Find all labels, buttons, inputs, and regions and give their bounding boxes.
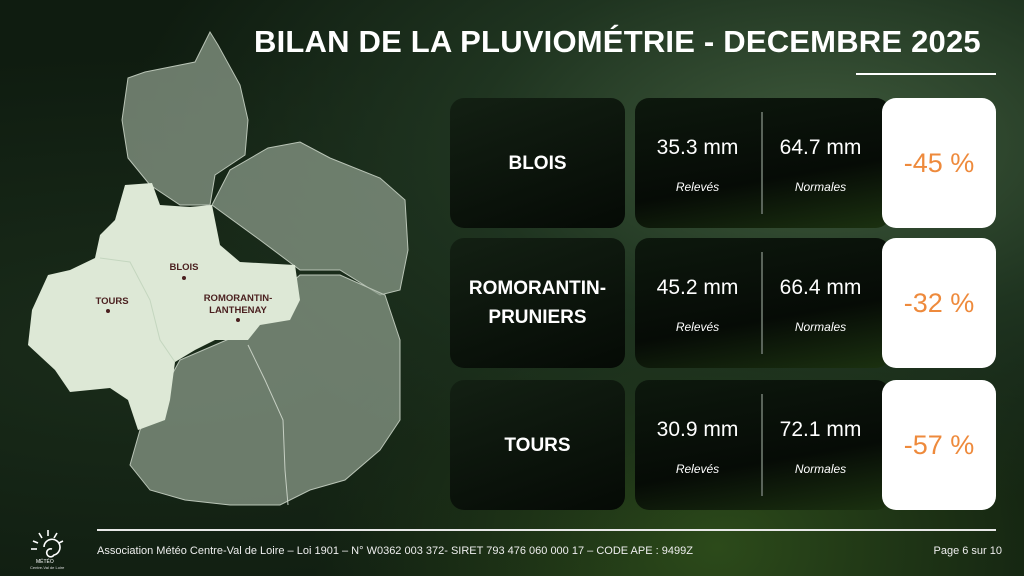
- normales-value: 66.4 mm: [779, 276, 862, 299]
- station-name-line1: TOURS: [504, 434, 571, 456]
- releves-value: 45.2 mm: [656, 276, 739, 299]
- station-row-romorantin: ROMORANTIN- PRUNIERS 45.2 mm Relevés 66.4 …: [450, 238, 996, 368]
- divider: [761, 252, 763, 354]
- station-row-blois: BLOIS 35.3 mm Relevés 64.7 mm Normales -45…: [450, 98, 996, 228]
- normales-label: Normales: [794, 462, 847, 476]
- footer-divider: [97, 529, 996, 531]
- station-name: BLOIS: [450, 98, 625, 228]
- footer-legal-text: Association Météo Centre-Val de Loire – …: [97, 545, 693, 557]
- ecart-badge: -57 %: [882, 380, 996, 510]
- map-department-south: [129, 274, 401, 506]
- releves-label: Relevés: [675, 462, 720, 476]
- normales-value: 72.1 mm: [779, 418, 862, 441]
- values-card: 35.3 mm Relevés 64.7 mm Normales: [635, 98, 890, 228]
- releves-value: 35.3 mm: [656, 136, 739, 159]
- station-name-line2: PRUNIERS: [488, 307, 587, 328]
- releves-value: 30.9 mm: [656, 418, 739, 441]
- map-label-romorantin-1: ROMORANTIN-: [204, 293, 273, 304]
- page-number: Page 6 sur 10: [933, 545, 1003, 557]
- releves-label: Relevés: [675, 320, 720, 334]
- station-name: TOURS: [450, 380, 625, 510]
- ecart-badge: -32 %: [882, 238, 996, 368]
- map-label-romorantin-2: LANTHENAY: [209, 305, 267, 316]
- values-card: 45.2 mm Relevés 66.4 mm Normales: [635, 238, 890, 368]
- divider: [761, 112, 763, 214]
- title-underline: [856, 73, 996, 75]
- normales-label: Normales: [794, 180, 847, 194]
- meteo-logo: MÉTÉO Centre-Val de Loire: [30, 530, 65, 570]
- map-label-tours: TOURS: [95, 296, 128, 307]
- map-department-east: [211, 141, 409, 296]
- region-map: BLOIS TOURS ROMORANTIN- LANTHENAY: [28, 30, 409, 506]
- station-name-line1: BLOIS: [508, 152, 567, 174]
- station-name: ROMORANTIN- PRUNIERS: [450, 238, 625, 368]
- station-row-tours: TOURS 30.9 mm Relevés 72.1 mm Normales -57…: [450, 380, 996, 510]
- releves-label: Relevés: [675, 180, 720, 194]
- page-title: BILAN DE LA PLUVIOMÉTRIE - DECEMBRE 2025: [254, 24, 981, 59]
- map-label-blois: BLOIS: [169, 262, 198, 273]
- ecart-badge: -45 %: [882, 98, 996, 228]
- divider: [761, 394, 763, 496]
- values-card: 30.9 mm Relevés 72.1 mm Normales: [635, 380, 890, 510]
- map-highlight-region: [28, 183, 300, 430]
- normales-value: 64.7 mm: [779, 136, 862, 159]
- logo-name: MÉTÉO: [36, 558, 54, 565]
- station-name-line1: ROMORANTIN-: [468, 278, 607, 299]
- map-department-north: [121, 30, 249, 206]
- logo-sub: Centre-Val de Loire: [30, 565, 65, 570]
- normales-label: Normales: [794, 320, 847, 334]
